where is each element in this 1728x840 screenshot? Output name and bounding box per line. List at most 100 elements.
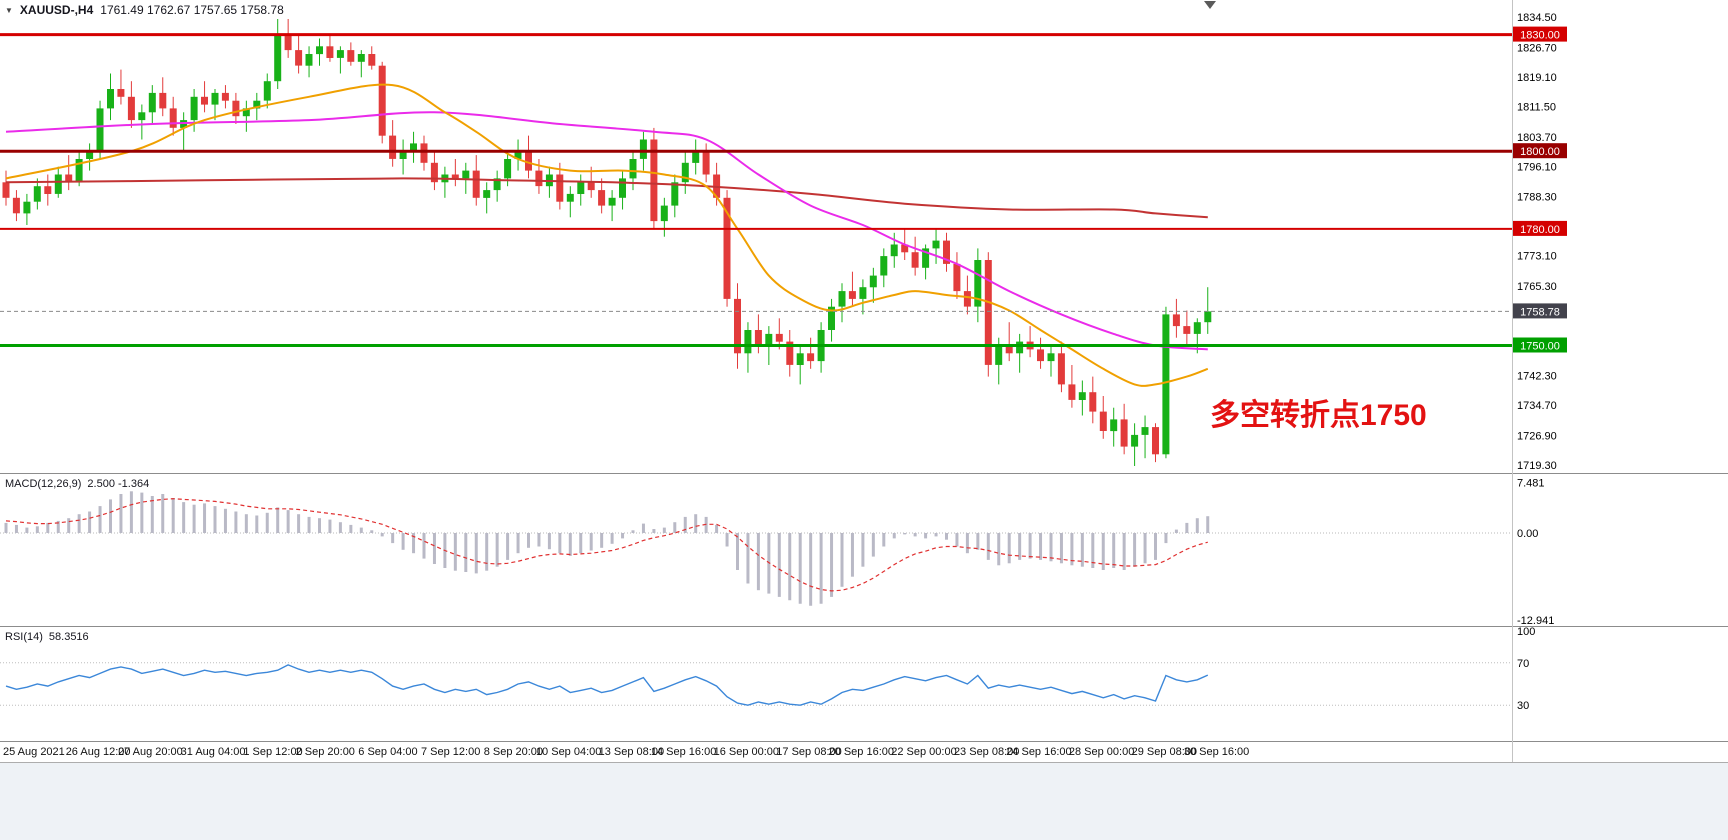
svg-text:70: 70 (1517, 658, 1529, 670)
time-label: 7 Sep 12:00 (421, 746, 481, 758)
candle-body (859, 287, 867, 299)
candle-body (1057, 353, 1065, 385)
candle-body (1183, 326, 1191, 334)
candle-body (1016, 341, 1024, 354)
candle-body (65, 174, 73, 183)
time-label: 17 Sep 08:00 (776, 746, 842, 758)
candle-body (253, 100, 261, 109)
svg-text:1765.30: 1765.30 (1517, 281, 1557, 293)
price-badge (1513, 143, 1567, 159)
candle-body (953, 263, 961, 292)
candle-body (692, 151, 700, 163)
rsi-pane[interactable]: 100 70 30 (0, 627, 1728, 741)
candle-body (2, 182, 10, 198)
candle-body (410, 143, 417, 152)
time-label: 31 Aug 04:00 (180, 746, 246, 758)
candle-body (922, 248, 930, 268)
candle-body (190, 96, 198, 121)
macd-signal-line (5, 498, 1208, 592)
ohlc-values-label: 1761.49 1762.67 1757.65 1758.78 (100, 3, 284, 17)
time-label: 25 Aug 2021 (3, 746, 65, 758)
svg-text:30: 30 (1517, 700, 1529, 712)
candle-body (1152, 427, 1159, 455)
svg-text:7.481: 7.481 (1517, 478, 1545, 490)
candle-body (127, 96, 135, 121)
candle-body (75, 159, 83, 183)
candles (2, 19, 1212, 466)
candle-body (1193, 322, 1201, 334)
candle-body (483, 190, 491, 198)
candle-body (984, 260, 992, 365)
candle-body (44, 186, 52, 194)
candle-body (702, 151, 710, 175)
svg-text:1834.50: 1834.50 (1517, 12, 1557, 24)
candle-body (1141, 427, 1149, 435)
candle-body (932, 240, 940, 249)
pane-separator[interactable] (0, 473, 1728, 474)
horizontal-lines[interactable] (0, 33, 1512, 347)
chevron-down-icon[interactable]: ▼ (5, 5, 13, 15)
candle-body (148, 92, 156, 113)
rsi-line (5, 664, 1209, 706)
candle-body (514, 151, 522, 159)
candle-body (347, 50, 355, 62)
candle-body (33, 186, 41, 202)
candle-body (263, 81, 271, 101)
candle-body (838, 291, 846, 307)
candle-body (566, 193, 574, 202)
candle-body (284, 34, 292, 51)
candle-body (221, 92, 229, 101)
candle-body (232, 100, 240, 117)
candle-body (1172, 314, 1180, 327)
annotation-text[interactable]: 多空转折点1750 (1210, 399, 1427, 432)
macd-label-name: MACD(12,26,9) (5, 478, 82, 490)
macd-axis[interactable]: 7.481 0.00 -12.941 (1517, 478, 1554, 626)
svg-text:1803.70: 1803.70 (1517, 132, 1557, 144)
candle-body (901, 244, 909, 253)
price-axis-divider (1512, 0, 1513, 762)
ma-slow-red-line (5, 177, 1208, 219)
candle-body (1120, 419, 1128, 447)
candle-body (12, 197, 20, 214)
candle-body (462, 170, 470, 179)
candle-body (159, 92, 167, 109)
candle-body (828, 306, 835, 330)
candle-body (608, 197, 616, 206)
rsi-label-name: RSI(14) (5, 631, 43, 643)
rsi-axis[interactable]: 100 70 30 (1517, 627, 1535, 712)
svg-text:1750.00: 1750.00 (1520, 341, 1560, 353)
svg-text:1830.00: 1830.00 (1520, 30, 1560, 42)
time-label: 28 Sep 00:00 (1068, 746, 1135, 758)
candle-body (305, 54, 313, 66)
rsi-indicator-label: RSI(14) 58.3516 (5, 631, 89, 643)
candle-body (201, 96, 208, 105)
candle-body (399, 151, 407, 159)
main-chart-pane[interactable]: 1834.50 1826.70 1819.10 1811.50 1803.70 1796.… (0, 0, 1728, 473)
candle-body (598, 190, 606, 206)
candle-body (723, 197, 731, 299)
svg-text:1726.90: 1726.90 (1517, 430, 1557, 442)
candle-body (1162, 314, 1170, 455)
candle-body (54, 174, 62, 194)
candle-body (96, 108, 104, 152)
time-axis[interactable]: 25 Aug 2021 26 Aug 12:00 27 Aug 20:00 31 Au… (0, 742, 1728, 762)
candle-body (1099, 411, 1107, 431)
candle-body (629, 159, 637, 179)
candle-body (744, 330, 752, 354)
candle-body (504, 159, 512, 179)
candle-body (493, 178, 501, 191)
time-label: 14 Sep 16:00 (650, 746, 717, 758)
pane-separator[interactable] (0, 626, 1728, 627)
time-label: 26 Aug 12:00 (65, 746, 131, 758)
pane-separator (0, 741, 1728, 742)
candle-body (274, 34, 282, 82)
candle-body (734, 298, 741, 354)
candle-body (660, 205, 668, 222)
ma-fast-orange-line (5, 83, 1209, 387)
time-label: 27 Aug 20:00 (117, 746, 183, 758)
time-label: 20 Sep 16:00 (828, 746, 894, 758)
price-axis[interactable]: 1834.50 1826.70 1819.10 1811.50 1803.70 1796.… (1513, 12, 1567, 472)
time-label: 24 Sep 16:00 (1006, 746, 1072, 758)
candle-body (378, 65, 386, 136)
macd-pane[interactable]: 7.481 0.00 -12.941 (0, 474, 1728, 626)
